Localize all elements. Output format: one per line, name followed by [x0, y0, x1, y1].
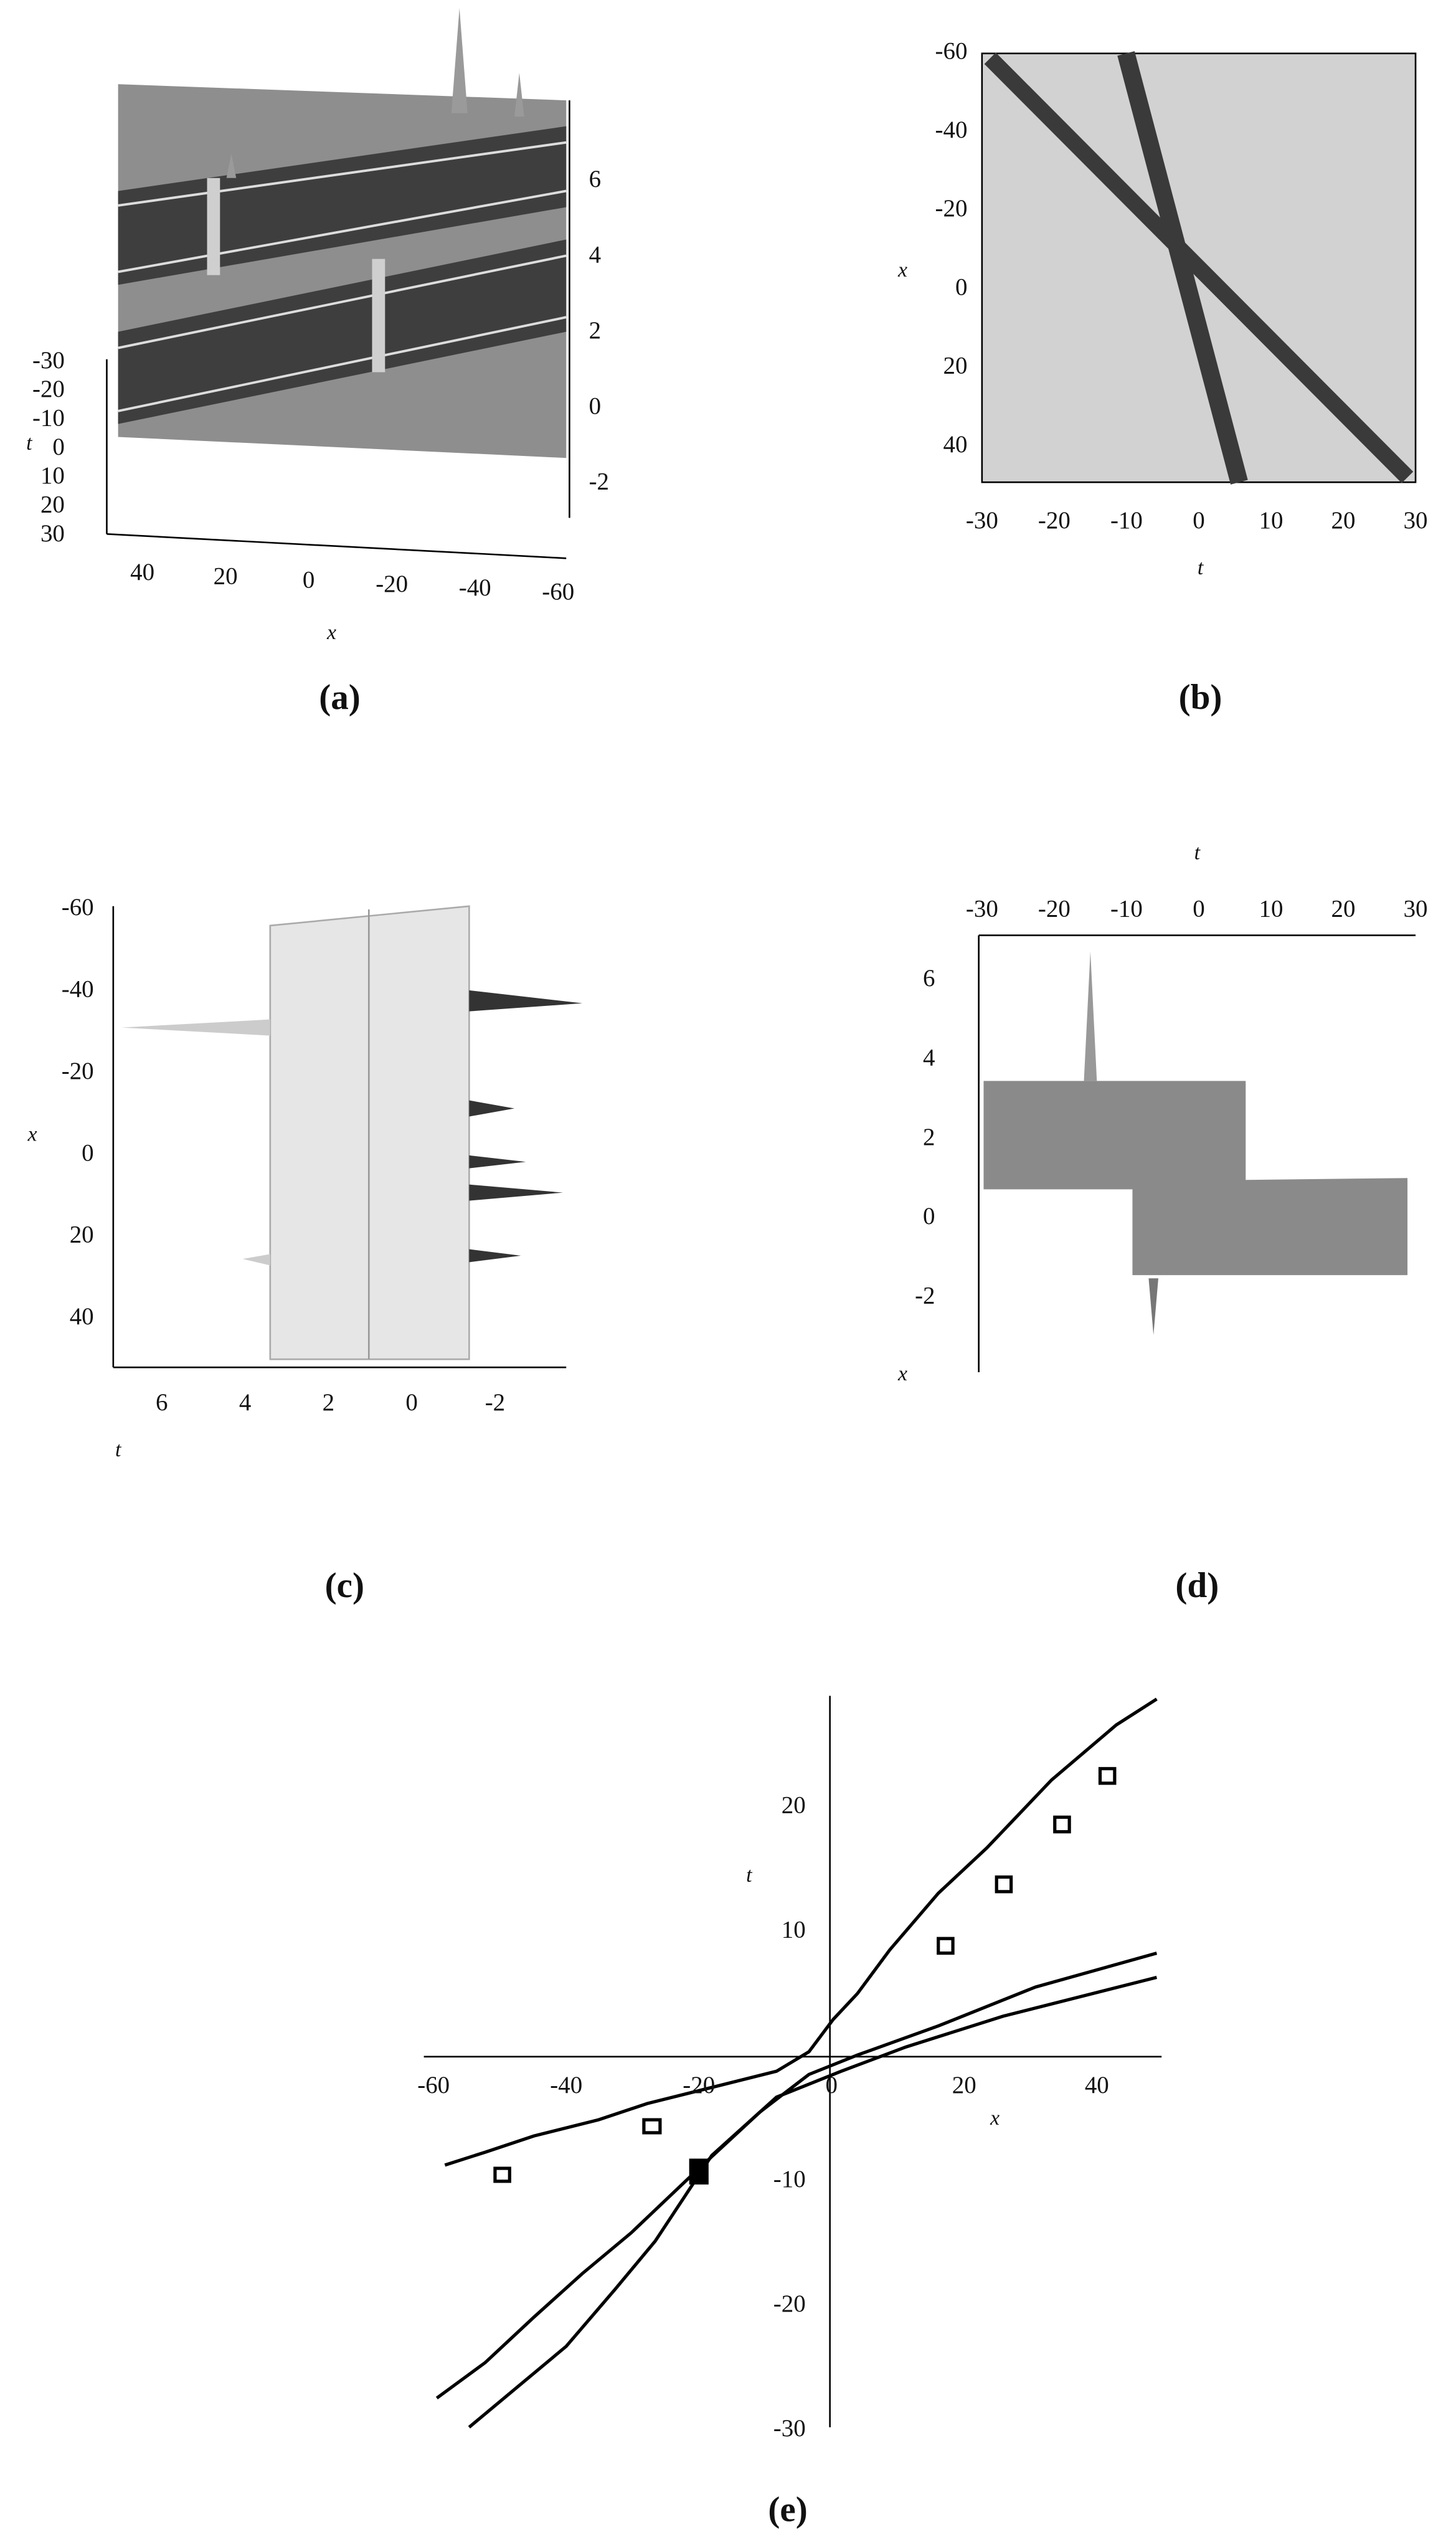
tick-label: 0: [52, 434, 64, 460]
tick-label: 0: [1193, 507, 1204, 534]
tick-label: 30: [1404, 896, 1428, 923]
tick-label: 6: [589, 166, 601, 192]
tick-label: 0: [303, 567, 314, 594]
axis-label: t: [26, 432, 33, 455]
tick-label: 40: [130, 559, 154, 586]
surface-d: [978, 934, 1416, 1372]
tick-label: -10: [773, 2166, 806, 2193]
tick-label: -20: [1038, 507, 1071, 534]
axis-label: t: [115, 1438, 122, 1461]
tick-label: 2: [589, 317, 601, 344]
tick-label: 0: [589, 392, 601, 419]
tick-label: -20: [683, 2072, 715, 2099]
tick-label: 4: [923, 1045, 935, 1071]
tick-label: 20: [70, 1221, 94, 1248]
tick-label: 40: [1085, 2072, 1109, 2099]
tick-label: 20: [943, 353, 968, 379]
tick-label: -60: [935, 38, 968, 65]
contour-e: [423, 1696, 1162, 2429]
tick-label: 0: [826, 2072, 838, 2099]
tick-label: 20: [782, 1792, 806, 1819]
tick-label: -2: [915, 1282, 935, 1309]
tick-label: 10: [782, 1917, 806, 1943]
tick-label: 40: [70, 1303, 94, 1330]
tick-label: 20: [214, 562, 238, 589]
axis-label: x: [27, 1122, 37, 1145]
tick-label: 0: [82, 1139, 93, 1166]
tick-label: -2: [589, 468, 609, 495]
tick-label: 6: [923, 965, 935, 992]
tick-label: 0: [923, 1203, 935, 1230]
tick-label: -20: [935, 195, 968, 222]
surface-a: [106, 8, 570, 559]
tick-label: 6: [156, 1389, 168, 1416]
tick-label: -20: [376, 571, 408, 597]
tick-label: 0: [1193, 896, 1204, 923]
tick-label: -40: [550, 2072, 582, 2099]
tick-label: -40: [459, 574, 491, 601]
tick-label: -30: [966, 896, 998, 923]
tick-label: -60: [417, 2072, 450, 2099]
axis-label: x: [897, 258, 907, 282]
caption: (a): [319, 678, 361, 717]
caption: (c): [325, 1566, 364, 1605]
caption: (b): [1179, 678, 1222, 717]
axis-label: x: [990, 2107, 1000, 2130]
axis-label: x: [897, 1362, 907, 1385]
tick-label: 20: [40, 491, 65, 518]
tick-label: -10: [1110, 896, 1143, 923]
tick-label: -30: [966, 507, 998, 534]
tick-label: 2: [923, 1124, 935, 1150]
axis-label: x: [326, 621, 336, 644]
tick-label: -40: [62, 975, 94, 1002]
tick-label: 30: [1404, 507, 1428, 534]
tick-label: 4: [239, 1389, 251, 1416]
caption: (e): [768, 2490, 807, 2530]
axis-label: t: [1198, 556, 1204, 579]
caption: (d): [1175, 1566, 1219, 1605]
tick-label: 4: [589, 241, 601, 268]
tick-label: 20: [1331, 896, 1356, 923]
tick-label: -20: [62, 1058, 94, 1084]
tick-label: -30: [32, 347, 65, 374]
tick-label: 20: [1331, 507, 1356, 534]
tick-label: 10: [1259, 507, 1283, 534]
surface-c: [112, 905, 583, 1368]
tick-label: -20: [773, 2290, 806, 2317]
tick-label: 10: [1259, 896, 1283, 923]
axis-label: t: [746, 1864, 753, 1887]
axis-label: t: [1194, 841, 1201, 864]
tick-label: -20: [1038, 896, 1071, 923]
tick-label: 0: [955, 273, 967, 300]
density-b: [981, 51, 1417, 485]
tick-label: -10: [1110, 507, 1143, 534]
tick-label: 40: [943, 431, 968, 458]
tick-label: -40: [935, 116, 968, 143]
tick-label: 10: [40, 462, 65, 489]
tick-label: -60: [62, 894, 94, 921]
tick-label: 2: [323, 1389, 334, 1416]
tick-label: -30: [773, 2415, 806, 2442]
tick-label: 0: [405, 1389, 417, 1416]
tick-label: -60: [542, 578, 574, 605]
tick-label: 20: [952, 2072, 976, 2099]
tick-label: 30: [40, 520, 65, 547]
tick-label: -20: [32, 376, 65, 402]
tick-label: -2: [485, 1389, 505, 1416]
tick-label: -10: [32, 405, 65, 432]
